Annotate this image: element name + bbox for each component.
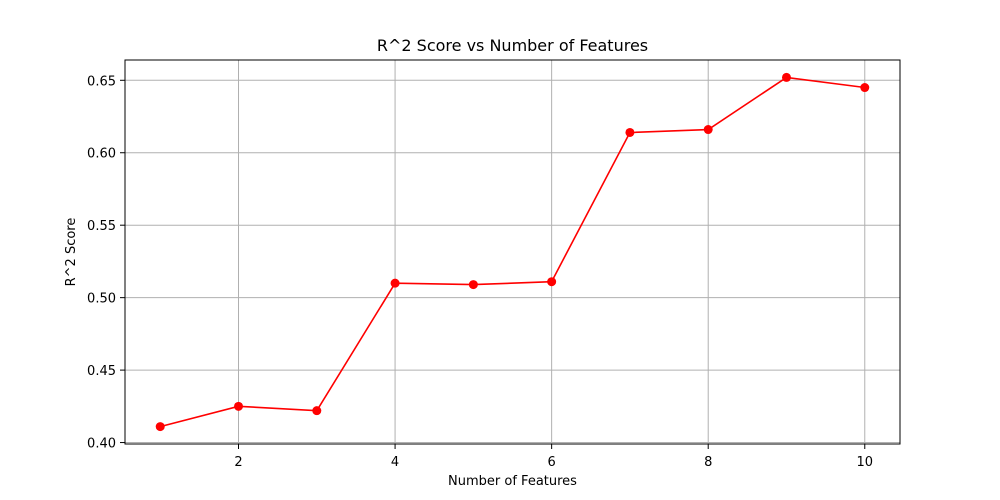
- x-tick-label: 10: [856, 455, 873, 470]
- data-point: [155, 422, 165, 432]
- grid: [125, 60, 900, 444]
- data-point: [234, 401, 244, 411]
- x-axis-label: Number of Features: [448, 474, 577, 489]
- x-axis-ticks: 2 4 6 8 10: [234, 444, 873, 470]
- y-axis-ticks: 0.40 0.45 0.50 0.55 0.60 0.65: [87, 74, 125, 452]
- series-group: [155, 72, 870, 432]
- x-tick-label: 6: [548, 455, 556, 470]
- y-tick-label: 0.45: [87, 364, 116, 379]
- data-point: [547, 277, 557, 287]
- x-tick-label: 4: [391, 455, 399, 470]
- chart-title: R^2 Score vs Number of Features: [377, 36, 648, 55]
- y-tick-label: 0.55: [87, 219, 116, 234]
- y-tick-label: 0.50: [87, 292, 116, 307]
- y-axis-label: R^2 Score: [64, 218, 79, 287]
- y-tick-label: 0.40: [87, 437, 116, 452]
- plot-frame: [124, 59, 901, 445]
- data-point: [312, 406, 322, 416]
- x-tick-label: 8: [704, 455, 712, 470]
- plot-area: [125, 60, 900, 444]
- data-point: [703, 125, 713, 135]
- data-point: [390, 278, 400, 288]
- y-tick-label: 0.60: [87, 147, 116, 162]
- data-point: [860, 83, 870, 93]
- data-point: [781, 72, 791, 82]
- series-line: [159, 76, 865, 428]
- y-tick-label: 0.65: [87, 74, 116, 89]
- x-tick-label: 2: [234, 455, 242, 470]
- data-point: [625, 127, 635, 137]
- data-point: [468, 280, 478, 290]
